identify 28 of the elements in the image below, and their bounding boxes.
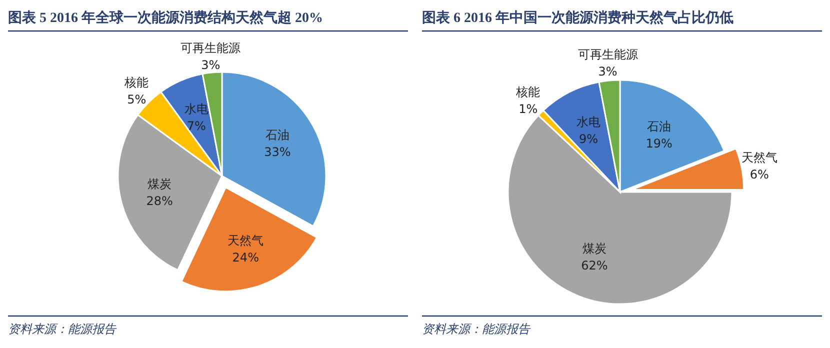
chart-title: 图表 6 2016 年中国一次能源消费种天然气占比仍低 xyxy=(422,10,734,26)
data-label: 7% xyxy=(186,118,206,133)
text: 资料来源：能源报告 xyxy=(422,322,531,336)
slice-label: 核能 xyxy=(515,85,540,100)
data-label: 9% xyxy=(578,132,598,146)
data-label: 3% xyxy=(201,58,220,72)
slice-label: 天然气 xyxy=(741,150,778,164)
slice-label: 煤炭 xyxy=(582,242,606,256)
slice-label: 煤炭 xyxy=(148,177,172,192)
slice-label: 可再生能源 xyxy=(578,48,638,62)
data-label: 5% xyxy=(127,92,146,107)
data-label: 1% xyxy=(518,102,538,116)
data-label: 33% xyxy=(264,145,291,160)
data-label: 3% xyxy=(598,64,618,79)
data-label: 28% xyxy=(146,194,173,208)
chart-title: 图表 5 2016 年全球一次能源消费结构天然气超 20% xyxy=(8,10,323,26)
data-label: 24% xyxy=(232,250,259,265)
text: 资料来源：能源报告 xyxy=(8,322,117,336)
data-label: 62% xyxy=(581,258,608,273)
data-label: 6% xyxy=(750,167,769,182)
slice-label: 天然气 xyxy=(228,234,264,248)
slice-label: 石油 xyxy=(266,128,290,142)
slice-label: 可再生能源 xyxy=(180,40,241,55)
slice-label: 水电 xyxy=(576,115,600,130)
data-label: 19% xyxy=(646,136,672,151)
slice-label: 石油 xyxy=(647,120,672,134)
slice-label: 水电 xyxy=(184,102,208,116)
slice-label: 核能 xyxy=(124,76,149,90)
